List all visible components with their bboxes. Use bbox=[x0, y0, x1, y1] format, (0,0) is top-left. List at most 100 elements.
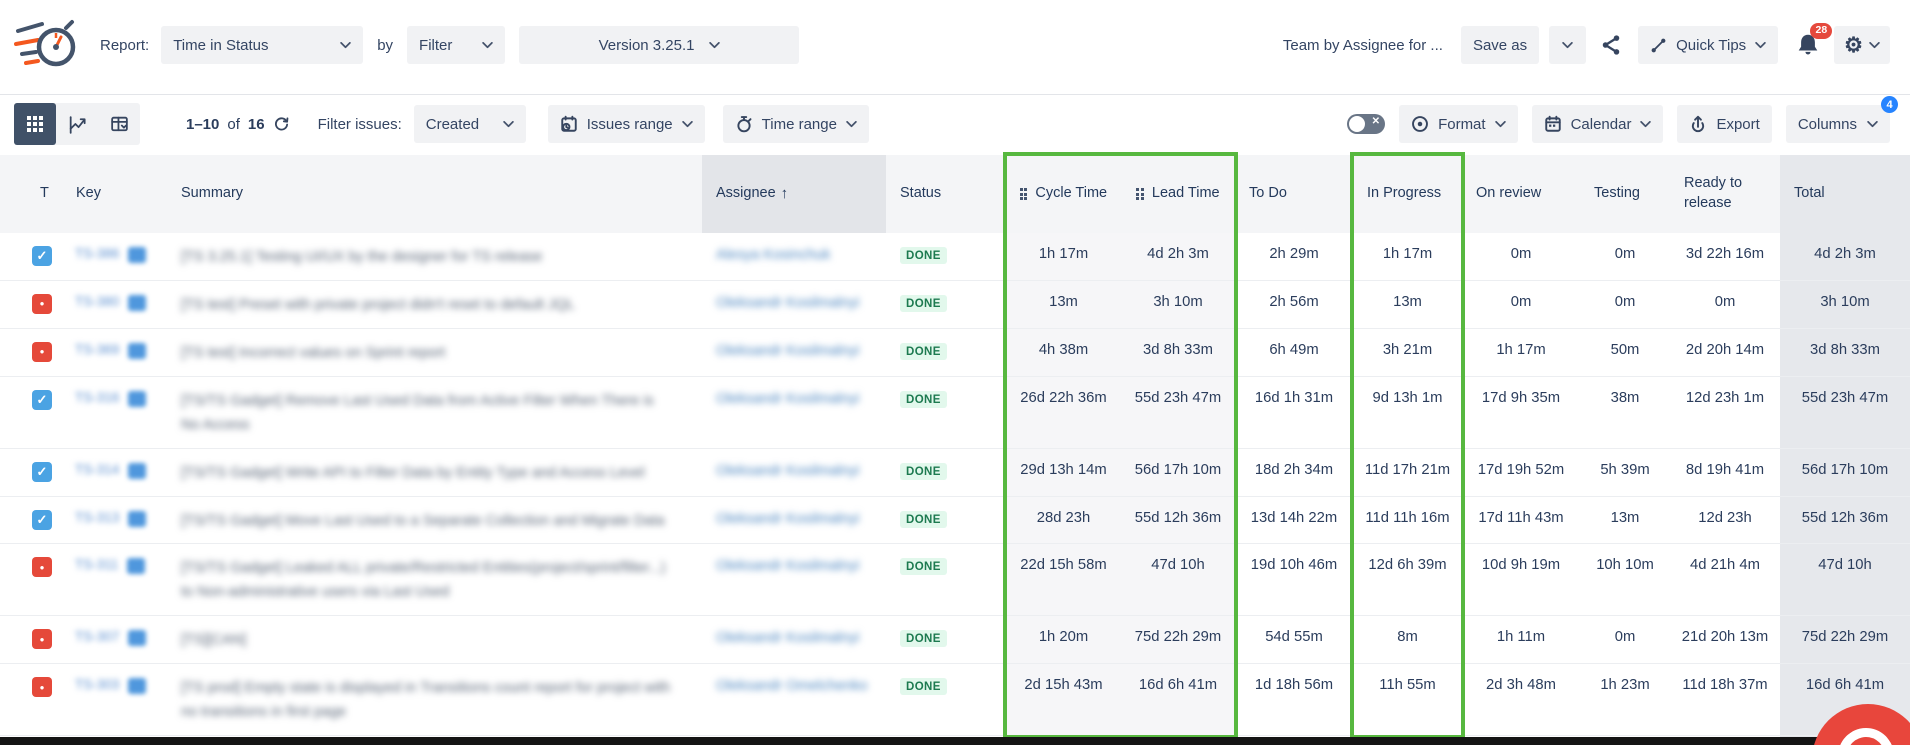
columns-button[interactable]: Columns bbox=[1785, 105, 1890, 143]
column-header-ready[interactable]: Ready to release bbox=[1684, 175, 1743, 211]
issue-summary-cell[interactable]: [TS prod] Empty state is displayed in Tr… bbox=[167, 664, 702, 735]
calendar-button[interactable]: Calendar bbox=[1531, 105, 1664, 143]
issue-key-cell[interactable]: TS-311 bbox=[62, 544, 167, 615]
table-row[interactable]: ✓ TS-316 [TS/TS Gadget] Remove Last Used… bbox=[0, 376, 1910, 449]
column-header-type[interactable]: T bbox=[40, 185, 49, 202]
issue-key-cell[interactable]: TS-380 bbox=[62, 281, 167, 328]
issue-key[interactable]: TS-307 bbox=[75, 629, 120, 645]
issue-key-cell[interactable]: TS-369 bbox=[62, 329, 167, 376]
assignee-link[interactable]: Oleksandr Kosilmalnyi bbox=[716, 558, 860, 575]
assignee-cell[interactable]: Oleksandr Kosilmalnyi bbox=[702, 281, 886, 328]
column-header-summary[interactable]: Summary bbox=[181, 185, 244, 202]
issue-type-cell: ● bbox=[0, 616, 62, 663]
assignee-cell[interactable]: Oleksandr Kosilmalnyi bbox=[702, 544, 886, 615]
issue-key[interactable]: TS-386 bbox=[75, 246, 120, 261]
issue-summary-cell[interactable]: [TS][CAN] bbox=[167, 616, 702, 663]
filter-issues-label: Filter issues: bbox=[317, 115, 402, 133]
issue-summary-cell[interactable]: [TS/TS Gadget] Move Last Used to a Separ… bbox=[167, 497, 702, 544]
issue-summary-cell[interactable]: [TS test] Preset with private project di… bbox=[167, 281, 702, 328]
issue-chart-icon[interactable] bbox=[127, 558, 146, 575]
table-row[interactable]: ✓ TS-313 [TS/TS Gadget] Move Last Used t… bbox=[0, 496, 1910, 545]
issue-chart-icon[interactable] bbox=[128, 462, 147, 479]
time-range-button[interactable]: Time range bbox=[722, 105, 869, 143]
issue-key[interactable]: TS-369 bbox=[75, 341, 120, 357]
issue-chart-icon[interactable] bbox=[128, 630, 147, 647]
refresh-icon[interactable] bbox=[273, 116, 290, 133]
issue-summary-cell[interactable]: [TS/TS Gadget] Leaked ALL private/Restri… bbox=[167, 544, 702, 615]
save-as-button[interactable]: Save as bbox=[1460, 26, 1540, 64]
issue-key-cell[interactable]: TS-314 bbox=[62, 449, 167, 496]
notifications-button[interactable] bbox=[1796, 33, 1820, 57]
column-header-testing[interactable]: Testing bbox=[1594, 185, 1640, 202]
issue-chart-icon[interactable] bbox=[128, 678, 147, 695]
issues-range-button[interactable]: Issues range bbox=[547, 105, 705, 143]
assignee-cell[interactable]: Alesya Kosinchuk bbox=[702, 233, 886, 280]
issue-chart-icon[interactable] bbox=[128, 342, 147, 359]
column-header-in-progress[interactable]: In Progress bbox=[1367, 185, 1442, 202]
assignee-cell[interactable]: Oleksandr Omelchenko bbox=[702, 664, 886, 735]
issue-summary-cell[interactable]: [TS 3.25.1] Testing UI/UX by the designe… bbox=[167, 233, 702, 280]
issue-key[interactable]: TS-316 bbox=[75, 389, 120, 405]
column-header-cycle-time[interactable]: Cycle Time bbox=[1006, 155, 1121, 233]
assignee-link[interactable]: Alesya Kosinchuk bbox=[716, 247, 831, 263]
column-header-total[interactable]: Total bbox=[1780, 155, 1910, 233]
filter-type-dropdown[interactable]: Filter bbox=[407, 26, 506, 64]
issue-chart-icon[interactable] bbox=[128, 294, 147, 311]
table-row[interactable]: ● TS-380 [TS test] Preset with private p… bbox=[0, 280, 1910, 329]
issue-key-cell[interactable]: TS-307 bbox=[62, 616, 167, 663]
pivot-view-button[interactable] bbox=[98, 103, 140, 145]
filter-issues-dropdown[interactable]: Created bbox=[413, 105, 526, 143]
share-button[interactable] bbox=[1600, 34, 1622, 56]
assignee-link[interactable]: Oleksandr Kosilmalnyi bbox=[716, 510, 860, 527]
issue-key[interactable]: TS-313 bbox=[75, 509, 120, 525]
column-header-todo[interactable]: To Do bbox=[1249, 185, 1287, 202]
issue-summary-cell[interactable]: [TS test] Incorrect values on Sprint rep… bbox=[167, 329, 702, 376]
column-header-lead-time[interactable]: Lead Time bbox=[1121, 155, 1235, 233]
issue-key[interactable]: TS-314 bbox=[75, 461, 120, 477]
assignee-link[interactable]: Oleksandr Omelchenko bbox=[716, 678, 868, 695]
table-row[interactable]: ● TS-307 [TS][CAN] Oleksandr Kosilmalnyi… bbox=[0, 616, 1910, 665]
report-type-dropdown[interactable]: Time in Status bbox=[161, 26, 364, 64]
issue-key-cell[interactable]: TS-313 bbox=[62, 497, 167, 544]
issue-key[interactable]: TS-311 bbox=[75, 557, 119, 573]
issue-key[interactable]: TS-303 bbox=[75, 677, 120, 693]
save-as-menu-button[interactable] bbox=[1549, 26, 1587, 64]
assignee-cell[interactable]: Oleksandr Kosilmalnyi bbox=[702, 616, 886, 663]
quick-tips-button[interactable]: Quick Tips bbox=[1638, 26, 1779, 64]
assignee-cell[interactable]: Oleksandr Kosilmalnyi bbox=[702, 449, 886, 496]
column-header-assignee[interactable]: Assignee ↑ bbox=[702, 155, 886, 233]
issue-summary-cell[interactable]: [TS/TS Gadget] Remove Last Used Data fro… bbox=[167, 377, 702, 448]
column-header-key[interactable]: Key bbox=[76, 185, 101, 202]
assignee-cell[interactable]: Oleksandr Kosilmalnyi bbox=[702, 329, 886, 376]
issue-key-cell[interactable]: TS-386 bbox=[62, 233, 167, 280]
grid-view-button[interactable] bbox=[14, 103, 56, 145]
assignee-cell[interactable]: Oleksandr Kosilmalnyi bbox=[702, 497, 886, 544]
issue-summary-cell[interactable]: [TS/TS Gadget] Write API to Filter Data … bbox=[167, 449, 702, 496]
settings-button[interactable]: ⚙ bbox=[1834, 26, 1890, 64]
issue-chart-icon[interactable] bbox=[128, 247, 147, 263]
table-row[interactable]: ● TS-311 [TS/TS Gadget] Leaked ALL priva… bbox=[0, 544, 1910, 617]
assignee-link[interactable]: Oleksandr Kosilmalnyi bbox=[716, 630, 860, 647]
assignee-link[interactable]: Oleksandr Kosilmalnyi bbox=[716, 294, 860, 311]
table-row[interactable]: ✓ TS-386 [TS 3.25.1] Testing UI/UX by th… bbox=[0, 233, 1910, 281]
chart-view-button[interactable] bbox=[56, 103, 98, 145]
issue-key-cell[interactable]: TS-303 bbox=[62, 664, 167, 735]
assignee-cell[interactable]: Oleksandr Kosilmalnyi bbox=[702, 377, 886, 448]
assignee-link[interactable]: Oleksandr Kosilmalnyi bbox=[716, 390, 860, 407]
issue-chart-icon[interactable] bbox=[128, 510, 147, 527]
assignee-link[interactable]: Oleksandr Kosilmalnyi bbox=[716, 342, 860, 359]
cycle-time-cell: 1h 20m bbox=[1006, 616, 1121, 664]
issue-chart-icon[interactable] bbox=[128, 390, 147, 407]
compact-mode-toggle[interactable]: ✕ bbox=[1347, 114, 1386, 134]
table-row[interactable]: ✓ TS-314 [TS/TS Gadget] Write API to Fil… bbox=[0, 448, 1910, 497]
column-header-status[interactable]: Status bbox=[900, 185, 942, 202]
filter-value-dropdown[interactable]: Version 3.25.1 bbox=[519, 26, 800, 64]
format-button[interactable]: Format bbox=[1399, 105, 1518, 143]
column-header-on-review[interactable]: On review bbox=[1476, 185, 1542, 202]
issue-key-cell[interactable]: TS-316 bbox=[62, 377, 167, 448]
table-row[interactable]: ● TS-369 [TS test] Incorrect values on S… bbox=[0, 328, 1910, 377]
assignee-link[interactable]: Oleksandr Kosilmalnyi bbox=[716, 462, 860, 479]
export-button[interactable]: Export bbox=[1677, 105, 1772, 143]
issue-key[interactable]: TS-380 bbox=[75, 293, 120, 309]
table-row[interactable]: ● TS-303 [TS prod] Empty state is displa… bbox=[0, 664, 1910, 737]
